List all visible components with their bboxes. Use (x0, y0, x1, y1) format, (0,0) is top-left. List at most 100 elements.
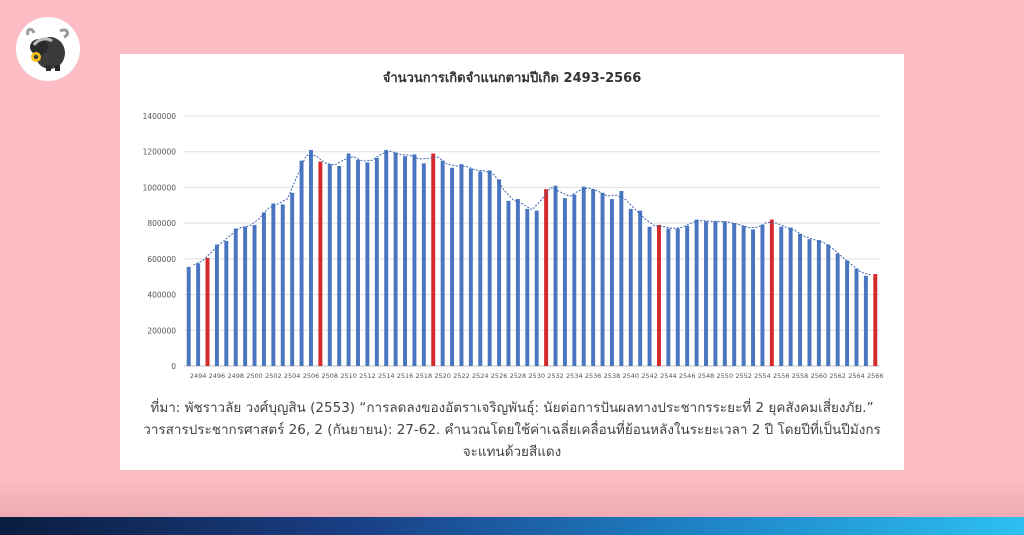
bar (252, 224, 257, 366)
bar (760, 224, 765, 366)
bar (609, 199, 614, 366)
y-axis-ticks: 0 200000 400000 600000 800000 1000000 1200000 1… (143, 112, 177, 371)
bar (816, 240, 821, 366)
x-tick-label: 2566 (867, 372, 884, 380)
x-tick-label: 2528 (510, 372, 527, 380)
x-tick-label: 2552 (735, 372, 752, 380)
bar (534, 210, 539, 366)
bar (412, 154, 417, 366)
x-axis-ticks: 2494 2496 2498 2500 2502 2504 2506 2508 2510 2512… (190, 372, 884, 380)
bar (685, 225, 690, 366)
bar (666, 228, 671, 366)
bar (271, 203, 276, 366)
bar-highlight (544, 189, 549, 366)
bar (440, 160, 445, 366)
ox-bull-icon (26, 27, 69, 71)
bar (638, 210, 643, 366)
bar (779, 226, 784, 366)
x-tick-label: 2538 (604, 372, 621, 380)
bar (374, 157, 379, 366)
chart-title: จำนวนการเกิดจำแนกตามปีเกิด 2493-2566 (383, 70, 642, 86)
bar (337, 166, 342, 366)
bar (233, 228, 238, 366)
y-tick-label: 1400000 (143, 112, 177, 121)
bar (243, 226, 248, 366)
x-tick-label: 2518 (416, 372, 433, 380)
x-tick-label: 2496 (209, 372, 226, 380)
x-tick-label: 2558 (792, 372, 809, 380)
bar (261, 212, 266, 366)
bar (478, 171, 483, 366)
bar (826, 244, 831, 366)
trend-line-group (193, 150, 871, 276)
bar (299, 160, 304, 366)
bar (393, 152, 398, 366)
bar (572, 194, 577, 366)
x-tick-label: 2564 (848, 372, 865, 380)
bar (515, 199, 520, 366)
x-tick-label: 2502 (265, 372, 282, 380)
bar (459, 164, 464, 366)
x-tick-label: 2536 (585, 372, 602, 380)
bar (280, 204, 285, 366)
bar (741, 225, 746, 366)
bar-highlight (205, 257, 210, 366)
bar-highlight (769, 219, 774, 366)
y-tick-label: 1000000 (143, 183, 177, 192)
bar (845, 260, 850, 366)
bar-highlight (656, 224, 661, 366)
bar (186, 266, 191, 366)
bar (647, 226, 652, 366)
caption-line-2: วารสารประชากรศาสตร์ 26, 2 (กันยายน): 27-… (143, 422, 881, 438)
caption-line-1: ที่มา: พัชราวลัย วงศ์บุญสิน (2553) “การล… (150, 400, 874, 416)
x-tick-label: 2520 (434, 372, 451, 380)
bar (751, 229, 756, 366)
bar (506, 200, 511, 366)
x-tick-label: 2532 (547, 372, 564, 380)
bar (798, 233, 803, 366)
moving-average-line (193, 150, 871, 276)
y-tick-label: 0 (171, 362, 176, 371)
bar (308, 149, 313, 366)
x-tick-label: 2530 (528, 372, 545, 380)
bar (497, 179, 502, 366)
y-tick-label: 1200000 (143, 148, 177, 157)
x-tick-label: 2560 (811, 372, 828, 380)
brand-logo[interactable] (16, 17, 80, 81)
x-tick-label: 2544 (660, 372, 677, 380)
x-tick-label: 2524 (472, 372, 489, 380)
x-tick-label: 2542 (641, 372, 658, 380)
x-tick-label: 2504 (284, 372, 301, 380)
bar (628, 208, 633, 366)
x-tick-label: 2526 (491, 372, 508, 380)
bar (553, 185, 558, 366)
x-tick-label: 2540 (622, 372, 639, 380)
x-tick-label: 2516 (397, 372, 414, 380)
bar (384, 149, 389, 366)
x-tick-label: 2534 (566, 372, 583, 380)
x-tick-label: 2550 (717, 372, 734, 380)
bar (214, 244, 219, 366)
bar (807, 239, 812, 366)
x-tick-label: 2506 (303, 372, 320, 380)
bar (732, 223, 737, 366)
bar (713, 221, 718, 366)
y-tick-label: 200000 (147, 326, 176, 335)
bottom-gradient-bar (0, 517, 1024, 535)
bar (788, 227, 793, 366)
bar (675, 228, 680, 366)
bar-highlight (318, 161, 323, 366)
x-tick-label: 2498 (227, 372, 244, 380)
bar (487, 170, 492, 366)
x-tick-label: 2554 (754, 372, 771, 380)
bar (450, 167, 455, 366)
bar (835, 253, 840, 366)
bar (224, 241, 229, 366)
x-tick-label: 2494 (190, 372, 207, 380)
source-caption: ที่มา: พัชราวลัย วงศ์บุญสิน (2553) “การล… (138, 397, 886, 463)
bar (581, 186, 586, 366)
bar (722, 221, 727, 366)
bar (196, 263, 201, 366)
y-tick-label: 600000 (147, 255, 176, 264)
bar (854, 268, 859, 366)
